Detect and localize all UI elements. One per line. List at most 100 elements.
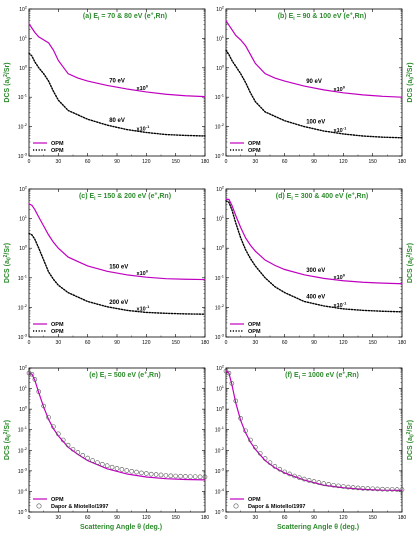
data-point [134,469,139,475]
series-energy-label: 300 eV [306,268,325,274]
y-tick-label: 10-1 [18,273,28,282]
data-point [119,467,125,472]
x-tick-label: 90 [311,340,317,346]
series-scale-label: x10-1 [137,304,151,313]
data-point [109,464,115,470]
data-point [238,416,243,421]
series-energy-label: 400 eV [306,294,325,300]
x-tick-label: 120 [339,340,348,346]
data-point [277,466,283,472]
data-point [197,474,203,480]
y-tick-label: 101 [19,384,28,393]
x-tick-label: 180 [398,340,407,346]
series-line [28,23,206,98]
panel-title: (e) Ei = 500 eV (e+,Rn) [89,371,160,382]
y-axis-label: DCS (a02/Sr) [3,420,13,460]
series-scale-label: x100 [334,84,346,93]
chart-panel: 10-5 10-4 10-3 10-2 10-1 100 101 102 0 30 60 90 120 1… [3,364,209,532]
chart-panel: 10-3 10-2 10-1 100 101 102 0 30 60 90 120 150 180 (d)… [215,185,416,347]
data-point [158,472,164,478]
x-tick-label: 0 [225,159,228,165]
x-tick-label: 60 [85,159,91,165]
x-tick-label: 180 [201,159,210,165]
y-axis-label: DCS (a02/Sr) [406,420,416,460]
data-point [51,424,56,429]
y-tick-label: 10-1 [18,425,28,434]
data-point [355,485,361,491]
data-point [282,469,287,475]
x-tick-label: 60 [282,159,288,165]
legend-label: OPM [51,148,64,154]
data-point [29,371,35,377]
x-tick-label: 150 [368,515,377,521]
x-tick-label: 180 [201,515,210,521]
y-tick-label: 10-3 [18,333,28,342]
series-scale-label: x10-1 [334,300,348,309]
y-axis-label: DCS (a02/Sr) [406,243,416,283]
x-tick-label: 90 [114,340,120,346]
x-tick-label: 60 [282,515,288,521]
data-point [316,480,322,485]
y-tick-label: 102 [216,364,225,373]
x-tick-label: 150 [171,340,180,346]
x-tick-label: 90 [114,515,120,521]
data-point [139,470,144,476]
data-point [389,487,395,492]
data-point [331,482,336,488]
y-tick-label: 102 [19,185,28,194]
series-scale-label: x10-1 [137,124,151,133]
data-point [257,451,263,456]
data-point [90,458,95,463]
data-point [80,453,86,458]
series-energy-label: 200 eV [109,300,128,306]
y-tick-label: 10-1 [215,425,225,434]
legend-label: OPM [248,497,261,503]
legend-marker [36,503,42,509]
panel-title: (b) Ei = 90 & 100 eV (e+,Rn) [278,12,367,23]
panel-title: (a) Ei = 70 & 80 eV (e+,Rn) [83,12,167,23]
series-line [28,52,206,137]
x-tick-label: 0 [225,515,228,521]
legend-marker [233,503,239,509]
legend-label: Dapor & Miotello/1997 [51,504,108,510]
data-point [326,482,331,487]
data-point [226,370,232,376]
x-tick-label: 30 [56,340,62,346]
data-point [129,468,134,474]
data-point [32,377,38,382]
data-point [192,474,198,479]
series-line [225,198,403,285]
x-tick-label: 120 [339,159,348,165]
series-scale-label: x10-1 [334,125,348,134]
data-point [56,431,61,437]
y-tick-label: 100 [216,405,225,414]
data-point [60,437,66,443]
chart-panel: 10-3 10-2 10-1 100 101 102 0 30 60 90 120 150 180 (c)… [3,185,209,347]
series-line [28,232,206,315]
data-point [163,473,169,478]
chart-panel: 10-3 10-2 10-1 100 101 102 0 30 60 90 120 150 180 (b)… [215,5,416,166]
y-tick-label: 10-2 [215,122,225,131]
legend-label: OPM [248,148,261,154]
plot-frame [28,367,206,513]
data-point [311,479,317,484]
x-tick-label: 60 [85,515,91,521]
data-point [272,464,278,469]
y-tick-label: 10-3 [215,466,225,475]
legend-label: OPM [248,322,261,328]
data-point [178,473,183,479]
y-tick-label: 102 [216,5,225,14]
data-point [341,484,346,489]
legend-label: OPM [248,141,261,147]
y-tick-label: 10-2 [18,303,28,312]
data-point [153,472,159,477]
x-tick-label: 60 [282,340,288,346]
y-tick-label: 100 [216,63,225,72]
y-tick-label: 102 [19,364,28,373]
data-point [287,471,292,477]
x-tick-label: 120 [339,515,348,521]
y-tick-label: 102 [19,5,28,14]
x-tick-label: 30 [56,159,62,165]
data-point [380,486,385,492]
series-scale-label: x100 [137,83,149,92]
